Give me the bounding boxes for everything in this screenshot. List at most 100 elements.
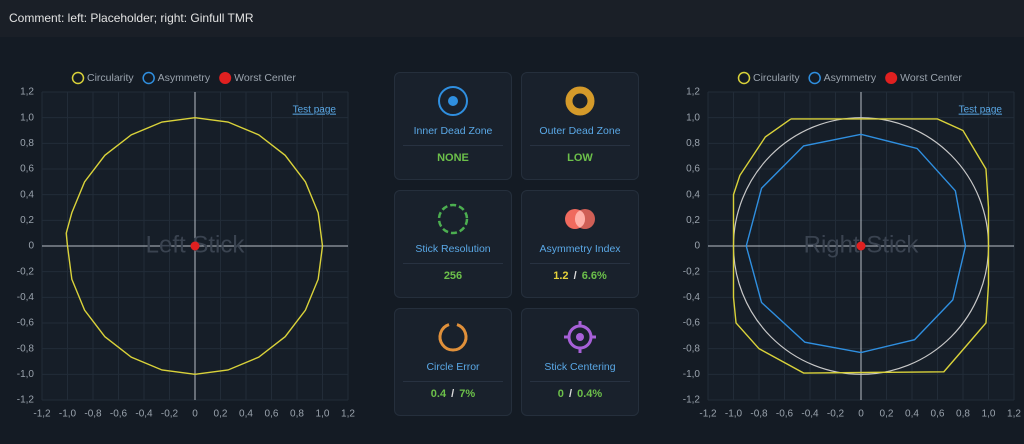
x-tick-label: 1,2 bbox=[341, 409, 355, 420]
x-tick-label: 0,8 bbox=[956, 409, 970, 420]
icon bbox=[438, 86, 468, 116]
y-tick-label: -0,8 bbox=[17, 343, 35, 354]
icon bbox=[565, 86, 595, 116]
y-tick-label: 0 bbox=[28, 241, 34, 252]
value-part: 0 bbox=[557, 388, 564, 400]
x-tick-label: -1,0 bbox=[59, 409, 77, 420]
card-value: 0 / 0.4% bbox=[522, 388, 638, 400]
legend-label: Asymmetry bbox=[824, 72, 877, 84]
y-tick-label: -0,2 bbox=[683, 266, 701, 277]
card-title: Outer Dead Zone bbox=[539, 125, 621, 137]
legend-marker bbox=[71, 71, 85, 85]
test-page-link[interactable]: Test page bbox=[959, 105, 1003, 116]
card: Inner Dead Zone NONE bbox=[394, 72, 512, 180]
x-tick-label: -0,6 bbox=[110, 409, 128, 420]
card: Circle Error 0.4 / 7% bbox=[394, 308, 512, 416]
legend-marker bbox=[219, 72, 232, 84]
y-tick-label: -1,0 bbox=[683, 369, 701, 380]
card-title: Circle Error bbox=[426, 361, 480, 373]
x-tick-label: -0,4 bbox=[801, 409, 819, 420]
comment: Comment: left: Placeholder; right: Ginfu… bbox=[0, 0, 1024, 37]
x-tick-label: 1,0 bbox=[982, 409, 996, 420]
x-tick-label: 0,2 bbox=[880, 409, 894, 420]
icon bbox=[438, 323, 468, 352]
y-tick-label: 0,6 bbox=[686, 164, 700, 175]
card: Asymmetry Index 1.2 / 6.6% bbox=[521, 190, 639, 298]
legend-marker bbox=[885, 72, 898, 84]
value-part: 1.2 bbox=[553, 270, 569, 282]
x-tick-label: -1,2 bbox=[33, 409, 51, 420]
y-tick-label: -0,8 bbox=[683, 343, 701, 354]
x-tick-label: 0 bbox=[192, 409, 198, 420]
card-title: Asymmetry Index bbox=[539, 243, 621, 255]
y-tick-label: 1,0 bbox=[20, 112, 34, 123]
card-value: NONE bbox=[395, 152, 511, 164]
legend-marker bbox=[142, 71, 155, 85]
icon bbox=[565, 209, 595, 229]
x-tick-label: 0,4 bbox=[905, 409, 919, 420]
x-tick-label: -0,2 bbox=[161, 409, 179, 420]
x-tick-label: -0,2 bbox=[827, 409, 845, 420]
card: Stick Centering 0 / 0.4% bbox=[521, 308, 639, 416]
x-tick-label: 1,2 bbox=[1007, 409, 1021, 420]
x-tick-label: 0,4 bbox=[239, 409, 253, 420]
y-tick-label: 0,8 bbox=[686, 138, 700, 149]
value-part: 256 bbox=[443, 270, 463, 282]
x-tick-label: -1,2 bbox=[699, 409, 717, 420]
value-part: / bbox=[573, 270, 577, 282]
legend-marker bbox=[737, 71, 751, 85]
x-tick-label: 0 bbox=[858, 409, 864, 420]
value-part: LOW bbox=[567, 152, 593, 164]
value-part: 0.4 bbox=[430, 388, 447, 400]
y-tick-label: -0,6 bbox=[683, 318, 701, 329]
card-value: LOW bbox=[522, 152, 638, 164]
y-tick-label: 0,8 bbox=[20, 138, 34, 149]
y-tick-label: 1,2 bbox=[686, 87, 700, 98]
worst-center bbox=[856, 241, 866, 251]
y-tick-label: 0,6 bbox=[20, 164, 34, 175]
x-tick-label: -0,4 bbox=[135, 409, 153, 420]
y-tick-label: 1,2 bbox=[20, 87, 34, 98]
trace bbox=[65, 116, 324, 376]
card: Outer Dead Zone LOW bbox=[521, 72, 639, 180]
value-part: NONE bbox=[437, 152, 469, 164]
icon bbox=[564, 321, 596, 353]
legend-label: Asymmetry bbox=[158, 72, 211, 84]
x-tick-label: -0,8 bbox=[750, 409, 768, 420]
legend-label: Worst Center bbox=[234, 72, 296, 84]
card: Stick Resolution 256 bbox=[394, 190, 512, 298]
y-tick-label: 0,4 bbox=[686, 189, 700, 200]
icon bbox=[437, 203, 469, 235]
value-part: 6.6% bbox=[581, 270, 607, 282]
x-tick-label: 0,6 bbox=[931, 409, 945, 420]
x-tick-label: -0,6 bbox=[776, 409, 794, 420]
value-part: / bbox=[451, 388, 455, 400]
card-value: 256 bbox=[395, 270, 511, 282]
y-tick-label: -0,4 bbox=[683, 292, 701, 303]
y-tick-label: -1,2 bbox=[683, 395, 701, 406]
x-tick-label: 0,6 bbox=[265, 409, 279, 420]
worst-center bbox=[190, 241, 200, 251]
x-tick-label: 0,2 bbox=[214, 409, 228, 420]
card-title: Inner Dead Zone bbox=[413, 125, 493, 137]
y-tick-label: -0,4 bbox=[17, 292, 35, 303]
trace bbox=[745, 133, 967, 354]
value-part: 0.4% bbox=[577, 388, 603, 400]
legend-label: Circularity bbox=[753, 72, 800, 84]
value-part: 7% bbox=[459, 388, 476, 400]
card-value: 0.4 / 7% bbox=[395, 388, 511, 400]
x-tick-label: -0,8 bbox=[84, 409, 102, 420]
card-value: 1.2 / 6.6% bbox=[522, 270, 638, 282]
x-tick-label: -1,0 bbox=[725, 409, 743, 420]
legend-label: Worst Center bbox=[900, 72, 962, 84]
y-tick-label: -1,2 bbox=[17, 395, 35, 406]
y-tick-label: 0,2 bbox=[20, 215, 34, 226]
y-tick-label: 0,2 bbox=[686, 215, 700, 226]
test-page-link[interactable]: Test page bbox=[293, 105, 337, 116]
card-title: Stick Resolution bbox=[415, 243, 491, 255]
y-tick-label: -0,6 bbox=[17, 318, 35, 329]
x-tick-label: 1,0 bbox=[316, 409, 330, 420]
legend-marker bbox=[808, 71, 821, 85]
y-tick-label: -1,0 bbox=[17, 369, 35, 380]
